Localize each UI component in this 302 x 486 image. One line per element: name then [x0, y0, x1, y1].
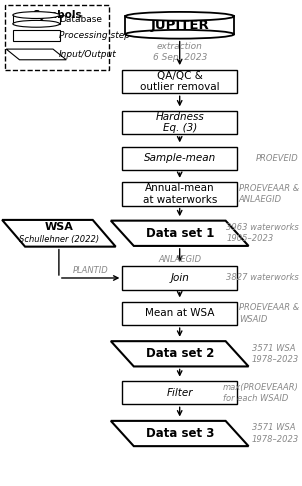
- Text: Join: Join: [170, 273, 189, 283]
- Polygon shape: [2, 220, 116, 247]
- Text: Input/Output: Input/Output: [59, 50, 117, 59]
- Text: Data set 3: Data set 3: [146, 427, 214, 440]
- FancyBboxPatch shape: [122, 266, 237, 290]
- Polygon shape: [111, 221, 249, 246]
- Text: 3827 waterworks: 3827 waterworks: [226, 274, 299, 282]
- Text: PROEVEID: PROEVEID: [256, 154, 299, 163]
- Ellipse shape: [125, 30, 234, 39]
- Polygon shape: [111, 341, 249, 366]
- Text: extraction
6 Sep. 2023: extraction 6 Sep. 2023: [153, 42, 207, 62]
- FancyBboxPatch shape: [122, 302, 237, 325]
- Text: PROEVEAAR &
ANLAEGID: PROEVEAAR & ANLAEGID: [239, 184, 299, 204]
- Text: Hardness
Eq. (3): Hardness Eq. (3): [155, 112, 204, 133]
- FancyBboxPatch shape: [122, 111, 237, 134]
- Polygon shape: [125, 16, 234, 35]
- Text: Processing step: Processing step: [59, 31, 130, 40]
- Text: ANLAEGID: ANLAEGID: [158, 255, 201, 264]
- Text: Annual-mean
at waterworks: Annual-mean at waterworks: [143, 183, 217, 205]
- Text: Filter: Filter: [166, 388, 193, 398]
- Ellipse shape: [13, 20, 60, 27]
- Polygon shape: [6, 49, 66, 60]
- Text: Mean at WSA: Mean at WSA: [145, 309, 214, 318]
- Text: Sample-mean: Sample-mean: [143, 154, 216, 163]
- Text: Data set 1: Data set 1: [146, 227, 214, 240]
- Text: PROEVEAAR &
WSAID: PROEVEAAR & WSAID: [239, 303, 299, 324]
- Text: max(PROEVEAAR)
for each WSAID: max(PROEVEAAR) for each WSAID: [223, 382, 299, 403]
- Ellipse shape: [125, 12, 234, 21]
- Text: Data set 2: Data set 2: [146, 347, 214, 360]
- Text: 3963 waterworks
1905–2023: 3963 waterworks 1905–2023: [226, 223, 299, 243]
- Text: Schullehner (2022): Schullehner (2022): [19, 235, 99, 243]
- FancyBboxPatch shape: [122, 147, 237, 170]
- Text: 3571 WSA
1978–2023: 3571 WSA 1978–2023: [252, 344, 299, 364]
- Text: 3571 WSA
1978–2023: 3571 WSA 1978–2023: [252, 423, 299, 444]
- Polygon shape: [13, 15, 60, 24]
- FancyBboxPatch shape: [122, 182, 237, 206]
- FancyBboxPatch shape: [122, 70, 237, 93]
- Text: PLANTID: PLANTID: [73, 266, 108, 275]
- Text: Symbols: Symbols: [32, 10, 82, 20]
- FancyBboxPatch shape: [13, 30, 60, 41]
- FancyBboxPatch shape: [122, 381, 237, 404]
- FancyBboxPatch shape: [5, 5, 109, 70]
- Polygon shape: [111, 421, 249, 446]
- Text: QA/QC &
outlier removal: QA/QC & outlier removal: [140, 71, 220, 92]
- Ellipse shape: [13, 12, 60, 18]
- Text: JUPITER: JUPITER: [150, 19, 209, 32]
- Text: WSA: WSA: [44, 223, 73, 232]
- Text: Database: Database: [59, 15, 102, 24]
